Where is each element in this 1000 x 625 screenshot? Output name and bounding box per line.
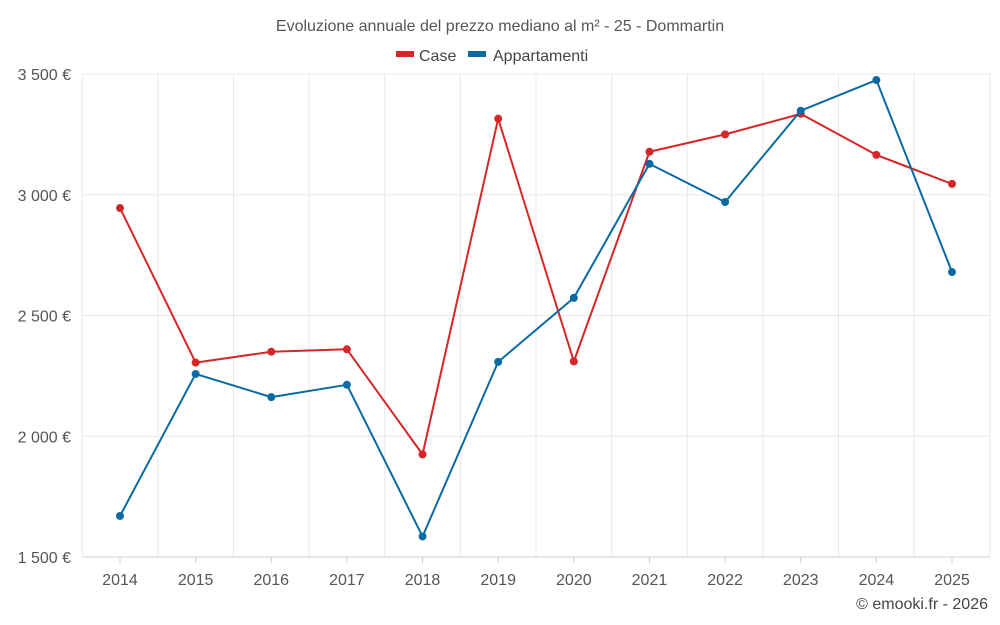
x-tick-label: 2025 — [934, 572, 970, 589]
x-tick-label: 2020 — [556, 572, 592, 589]
grid — [81, 73, 991, 557]
y-tick-label: 1 500 € — [18, 550, 71, 567]
x-tick-label: 2021 — [632, 572, 668, 589]
legend: Case Appartamenti — [396, 48, 588, 65]
legend-item-case[interactable]: Case — [396, 48, 456, 65]
y-tick-label: 2 000 € — [18, 429, 71, 446]
data-point-case[interactable] — [721, 130, 730, 139]
data-point-case[interactable] — [569, 357, 578, 366]
data-point-appartamenti[interactable] — [418, 532, 427, 541]
data-point-appartamenti[interactable] — [721, 197, 730, 206]
data-point-appartamenti[interactable] — [494, 357, 503, 366]
data-point-appartamenti[interactable] — [645, 159, 654, 168]
x-axis: 2014 2015 2016 2017 2018 2019 2020 2021 2022 2023… — [83, 556, 990, 589]
data-point-appartamenti[interactable] — [872, 76, 881, 85]
data-point-case[interactable] — [342, 345, 351, 354]
data-point-appartamenti[interactable] — [342, 380, 351, 389]
series-line-appartamenti — [119, 79, 953, 538]
data-point-case[interactable] — [872, 150, 881, 159]
x-tick-label: 2016 — [253, 572, 289, 589]
x-tick-label: 2024 — [859, 572, 895, 589]
series-appartamenti — [116, 76, 956, 541]
x-tick-label: 2022 — [707, 572, 743, 589]
legend-swatch-appartamenti — [468, 51, 486, 57]
legend-label-case: Case — [419, 48, 456, 65]
y-axis: 1 500 € 2 000 € 2 500 € 3 000 € 3 500 € — [18, 67, 71, 567]
data-point-appartamenti[interactable] — [796, 106, 805, 115]
data-point-case[interactable] — [267, 347, 276, 356]
series — [116, 76, 956, 541]
x-tick-label: 2018 — [405, 572, 441, 589]
x-tick-label: 2017 — [329, 572, 365, 589]
x-tick-label: 2023 — [783, 572, 819, 589]
legend-label-appartamenti: Appartamenti — [493, 48, 588, 65]
data-point-appartamenti[interactable] — [267, 393, 276, 402]
data-point-appartamenti[interactable] — [116, 511, 124, 520]
data-point-case[interactable] — [116, 204, 124, 213]
y-tick-label: 3 500 € — [18, 67, 71, 84]
data-point-appartamenti[interactable] — [569, 293, 578, 302]
data-point-appartamenti[interactable] — [191, 369, 200, 378]
y-tick-label: 2 500 € — [18, 309, 71, 326]
data-point-case[interactable] — [645, 147, 654, 156]
data-point-case[interactable] — [418, 450, 427, 459]
data-point-case[interactable] — [191, 358, 200, 367]
data-point-case[interactable] — [948, 179, 956, 188]
data-point-case[interactable] — [494, 114, 503, 123]
legend-item-appartamenti[interactable]: Appartamenti — [468, 48, 588, 65]
chart-title: Evoluzione annuale del prezzo mediano al… — [276, 18, 724, 35]
credit-text: © emooki.fr - 2026 — [856, 596, 988, 613]
y-tick-label: 3 000 € — [18, 188, 71, 205]
x-tick-label: 2014 — [102, 572, 138, 589]
legend-swatch-case — [396, 51, 414, 57]
data-point-appartamenti[interactable] — [948, 268, 956, 277]
x-tick-label: 2015 — [178, 572, 214, 589]
series-line-case — [119, 112, 953, 456]
x-tick-label: 2019 — [480, 572, 516, 589]
